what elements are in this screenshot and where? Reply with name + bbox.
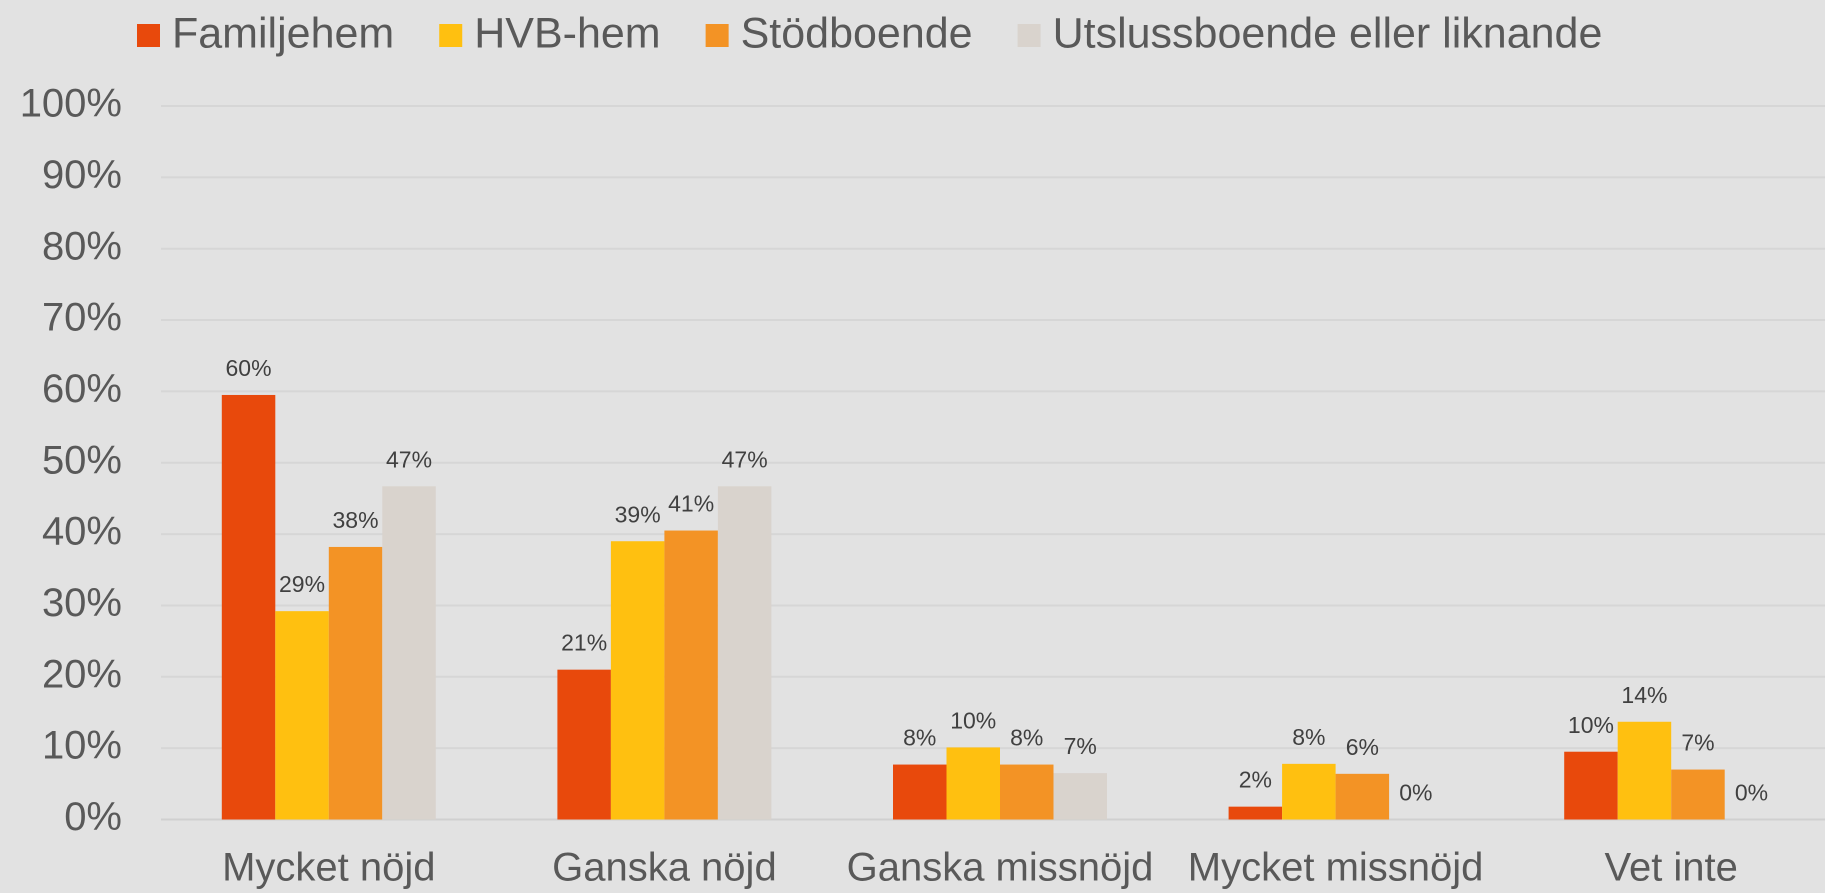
x-tick-label: Mycket missnöjd <box>1188 846 1484 890</box>
y-tick-label: 80% <box>42 224 122 268</box>
legend-label: Stödboende <box>741 9 973 57</box>
y-tick-label: 40% <box>42 510 122 554</box>
legend-swatch <box>705 24 729 47</box>
legend-swatch <box>1017 24 1041 47</box>
y-tick-label: 30% <box>42 581 122 625</box>
y-tick-label: 20% <box>42 652 122 696</box>
y-tick-label: 10% <box>42 724 122 768</box>
x-tick-label: Ganska nöjd <box>552 846 777 890</box>
bar <box>610 541 665 820</box>
data-label: 0% <box>1735 780 1768 806</box>
data-label: 8% <box>1010 725 1043 751</box>
data-label: 10% <box>950 708 996 734</box>
bar <box>221 394 276 820</box>
bar <box>1671 769 1725 820</box>
data-label: 8% <box>1292 724 1325 750</box>
bar <box>1053 773 1107 820</box>
bar <box>557 669 611 820</box>
y-tick-label: 50% <box>42 438 122 482</box>
bar <box>717 486 772 820</box>
data-label: 6% <box>1346 734 1379 760</box>
legend-swatch <box>439 24 463 47</box>
data-label: 7% <box>1681 730 1714 756</box>
y-tick-label: 100% <box>20 82 122 126</box>
bar <box>328 546 383 820</box>
data-label: 47% <box>386 446 432 472</box>
bar <box>1564 751 1618 820</box>
bar <box>275 611 329 820</box>
y-tick-label: 0% <box>64 795 122 839</box>
x-tick-label: Ganska missnöjd <box>847 846 1154 890</box>
data-label: 21% <box>561 630 607 656</box>
bar <box>1228 806 1283 820</box>
bar <box>1335 773 1390 820</box>
bar <box>1000 764 1054 820</box>
bar <box>893 764 947 820</box>
legend-swatch <box>137 24 160 47</box>
data-label: 0% <box>1399 780 1432 806</box>
legend-label: HVB-hem <box>474 9 660 57</box>
data-label: 2% <box>1239 767 1272 793</box>
bar <box>946 747 1000 820</box>
data-label: 14% <box>1621 682 1667 708</box>
data-label: 29% <box>279 571 325 597</box>
x-tick-label: Vet inte <box>1604 846 1737 890</box>
legend-label: Utslussboende eller liknande <box>1053 9 1603 57</box>
y-tick-label: 60% <box>42 367 122 411</box>
bar <box>1617 721 1672 820</box>
data-label: 47% <box>722 446 768 472</box>
data-label: 39% <box>615 501 661 527</box>
data-label: 7% <box>1064 733 1097 759</box>
legend-label: Familjehem <box>172 9 394 57</box>
bar <box>382 486 436 820</box>
x-tick-label: Mycket nöjd <box>222 846 435 890</box>
y-tick-label: 90% <box>42 153 122 197</box>
data-label: 41% <box>668 491 714 517</box>
bar <box>664 530 718 820</box>
data-label: 60% <box>226 355 272 381</box>
y-tick-label: 70% <box>42 296 122 340</box>
data-label: 8% <box>903 725 936 751</box>
bar <box>1282 763 1336 820</box>
data-label: 10% <box>1568 712 1614 738</box>
data-label: 38% <box>333 507 379 533</box>
